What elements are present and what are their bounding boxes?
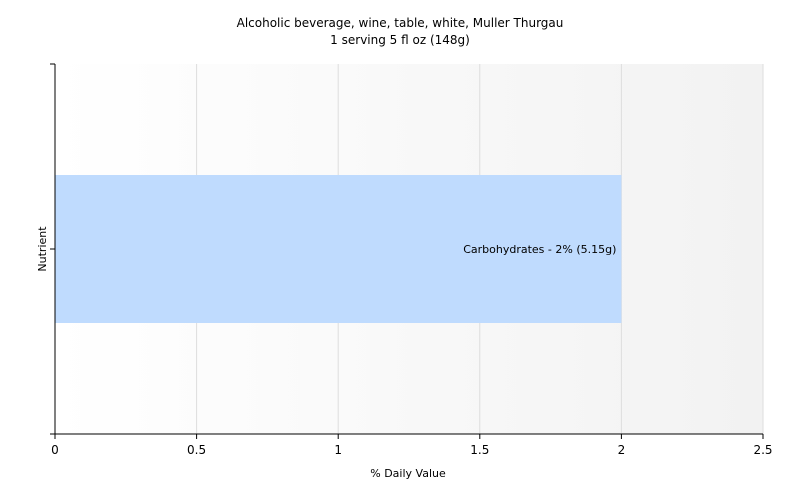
x-tick-label: 0.5: [187, 443, 206, 457]
chart-title: Alcoholic beverage, wine, table, white, …: [237, 16, 564, 30]
x-tick-label: 1.5: [470, 443, 489, 457]
x-axis-label: % Daily Value: [370, 467, 446, 480]
y-axis-label: Nutrient: [36, 226, 49, 272]
x-tick-label: 1: [334, 443, 342, 457]
bar-data-label: Carbohydrates - 2% (5.15g): [463, 243, 616, 256]
axes: 0 0.5 1 1.5 2 2.5: [50, 63, 773, 457]
chart-subtitle: 1 serving 5 fl oz (148g): [330, 33, 470, 47]
bars: Carbohydrates - 2% (5.15g): [55, 175, 622, 323]
x-tick-label: 2.5: [753, 443, 772, 457]
x-tick-label: 2: [618, 443, 626, 457]
bar: [55, 175, 622, 323]
x-tick-label: 0: [51, 443, 59, 457]
